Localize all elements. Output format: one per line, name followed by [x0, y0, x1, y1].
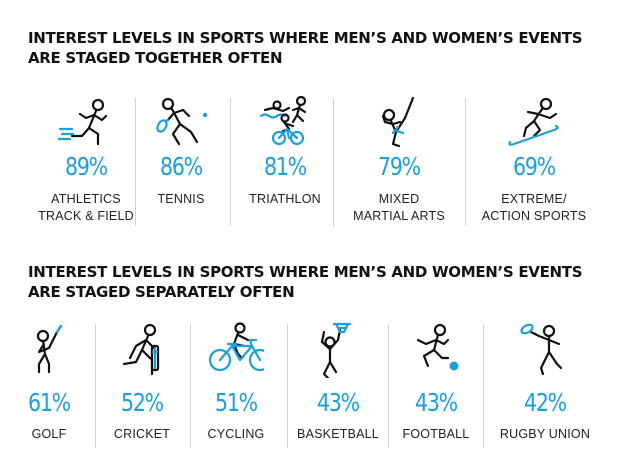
- sport-label: FOOTBALL: [391, 426, 481, 443]
- section-title-line-2: ARE STAGED TOGETHER OFTEN: [28, 49, 283, 67]
- sport-label-line: BASKETBALL: [297, 427, 379, 441]
- section-title-line-1: INTEREST LEVELS IN SPORTS WHERE MEN’S AN…: [28, 263, 583, 281]
- sport-label: CYCLING: [191, 426, 281, 443]
- interest-percentage: 86%: [160, 152, 203, 181]
- sport-label-line: GOLF: [31, 427, 67, 441]
- tennis-player-icon: [153, 96, 209, 152]
- section-title-together: INTEREST LEVELS IN SPORTS WHERE MEN’S AN…: [28, 28, 583, 68]
- cyclist-icon: [208, 322, 272, 378]
- sport-label: RUGBY UNION: [490, 426, 600, 443]
- sport-cell: 42% RUGBY UNION: [490, 322, 600, 448]
- column-divider: [333, 98, 334, 226]
- interest-percentage: 81%: [264, 152, 307, 181]
- interest-percentage: 43%: [415, 388, 458, 417]
- interest-percentage: 51%: [215, 388, 258, 417]
- interest-percentage: 52%: [121, 388, 164, 417]
- sport-label-line: MARTIAL ARTS: [353, 209, 445, 223]
- sport-label: TRIATHLON: [235, 191, 335, 208]
- cricketer-icon: [114, 322, 170, 378]
- sport-cell: 43% BASKETBALL: [288, 322, 388, 448]
- sport-label-line: FOOTBALL: [402, 427, 470, 441]
- sports-row-separately: 61% GOLF 52% CRICKET 51% CYCLING 43% BASKETB…: [0, 322, 640, 448]
- triathlete-icon: [257, 95, 313, 152]
- sport-label: MIXED MARTIAL ARTS: [344, 191, 454, 225]
- sport-cell: 43% FOOTBALL: [391, 322, 481, 448]
- sport-label-line: TRIATHLON: [249, 192, 321, 206]
- column-divider: [388, 324, 389, 448]
- column-divider: [135, 98, 136, 226]
- sport-cell: 61% GOLF: [9, 322, 89, 448]
- sport-label-line: RUGBY UNION: [499, 427, 591, 441]
- sport-label-line: ACTION SPORTS: [481, 209, 587, 223]
- sport-label-line: EXTREME/: [501, 192, 567, 206]
- interest-percentage: 43%: [317, 388, 360, 417]
- sport-cell: 86% TENNIS: [136, 96, 226, 226]
- sport-label: ATHLETICS TRACK & FIELD: [31, 191, 141, 225]
- snowboarder-icon: [506, 96, 562, 152]
- sport-cell: 52% CRICKET: [97, 322, 187, 448]
- column-divider: [95, 324, 96, 448]
- sport-label-line: TENNIS: [157, 192, 205, 206]
- sports-row-together: 89% ATHLETICS TRACK & FIELD 86% TENNIS 81% T…: [0, 95, 640, 226]
- interest-percentage: 61%: [28, 388, 71, 417]
- sport-label-line: TRACK & FIELD: [38, 209, 134, 223]
- sport-label: EXTREME/ACTION SPORTS: [469, 191, 599, 225]
- golfer-icon: [21, 322, 77, 378]
- sport-label-line: CYCLING: [207, 427, 265, 441]
- section-title-line-1: INTEREST LEVELS IN SPORTS WHERE MEN’S AN…: [28, 29, 583, 47]
- sport-label-line: CRICKET: [113, 427, 171, 441]
- column-divider: [230, 98, 231, 226]
- sport-label: TENNIS: [136, 191, 226, 208]
- footballer-icon: [408, 322, 464, 378]
- column-divider: [483, 324, 484, 448]
- column-divider: [465, 98, 466, 226]
- sport-label-line: ATHLETICS: [51, 192, 121, 206]
- sport-label-line: MIXED: [378, 192, 420, 206]
- interest-percentage: 89%: [65, 152, 108, 181]
- martial-artist-icon: [371, 96, 427, 152]
- sprinter-icon: [56, 96, 114, 152]
- interest-percentage: 42%: [524, 388, 567, 417]
- section-title-separately: INTEREST LEVELS IN SPORTS WHERE MEN’S AN…: [28, 262, 583, 302]
- sport-cell: 69% EXTREME/ACTION SPORTS: [469, 96, 599, 226]
- column-divider: [190, 324, 191, 448]
- column-divider: [287, 324, 288, 448]
- rugby-player-icon: [517, 322, 573, 378]
- sport-cell: 89% ATHLETICS TRACK & FIELD: [31, 96, 141, 226]
- section-title-line-2: ARE STAGED SEPARATELY OFTEN: [28, 283, 295, 301]
- interest-percentage: 79%: [378, 152, 421, 181]
- basketball-player-icon: [310, 322, 366, 380]
- interest-percentage: 69%: [513, 152, 556, 181]
- sport-label: CRICKET: [97, 426, 187, 443]
- sport-label: GOLF: [9, 426, 89, 443]
- sport-cell: 79% MIXED MARTIAL ARTS: [344, 96, 454, 226]
- sport-cell: 51% CYCLING: [191, 322, 281, 448]
- sport-label: BASKETBALL: [288, 426, 388, 443]
- sport-cell: 81% TRIATHLON: [235, 95, 335, 226]
